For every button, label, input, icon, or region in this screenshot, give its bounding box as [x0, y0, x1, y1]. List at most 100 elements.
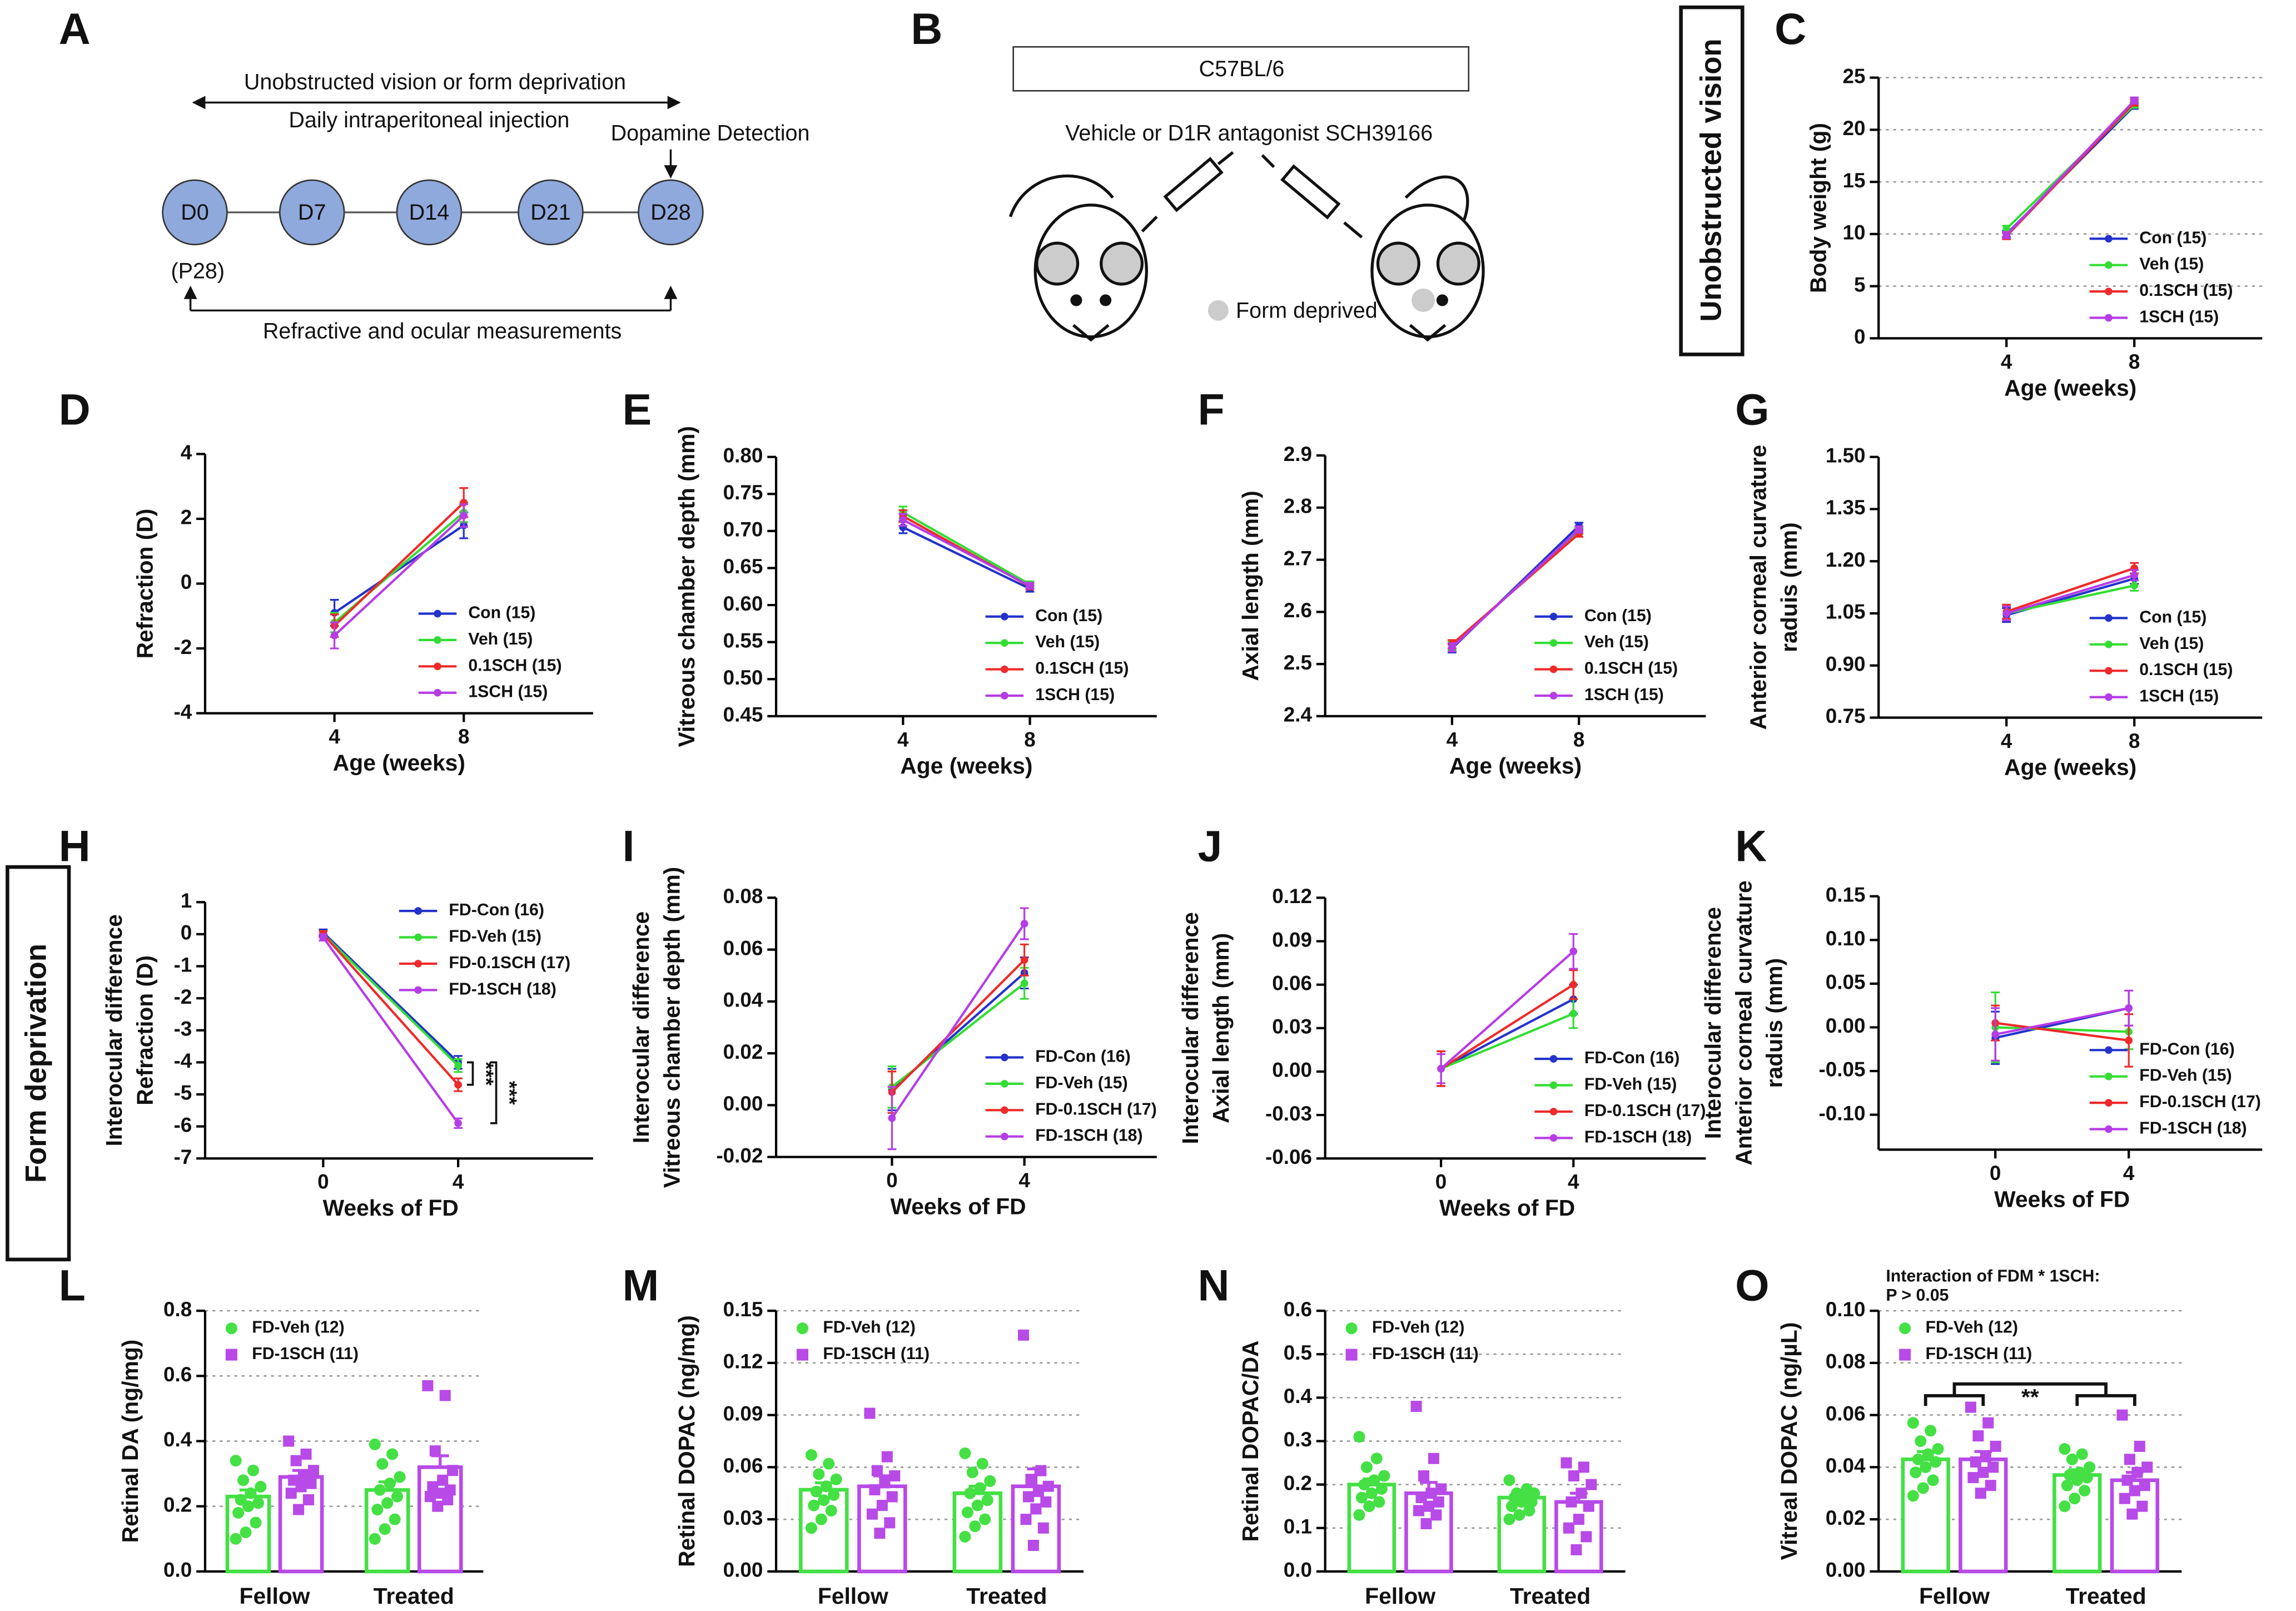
point [2141, 1461, 2153, 1473]
y-tick-label: 0.0 [163, 1559, 192, 1582]
series-line [322, 936, 459, 1124]
point [379, 1523, 391, 1535]
point [2126, 1508, 2138, 1520]
legend-text: FD-Con (16) [2139, 1040, 2235, 1058]
point [2125, 1004, 2133, 1012]
point [961, 1506, 973, 1519]
point [1368, 1474, 1380, 1486]
series-line [2006, 584, 2135, 615]
point [1430, 1509, 1442, 1521]
point [1907, 1417, 1919, 1429]
point [454, 1080, 462, 1089]
point [1373, 1496, 1385, 1508]
point [886, 1491, 898, 1503]
legend-marker [1549, 639, 1558, 647]
y-tick-label: -4 [173, 1049, 192, 1072]
y-tick-label: 2.6 [1284, 599, 1312, 622]
y-tick-label: 0.06 [723, 936, 763, 959]
point [290, 1455, 302, 1466]
legend-text: Veh (15) [2139, 635, 2204, 653]
point [247, 1464, 259, 1476]
point [1586, 1479, 1597, 1490]
panel-letter: N [1198, 1260, 1230, 1310]
point [1428, 1453, 1439, 1464]
series-line [902, 519, 1031, 587]
point [432, 1500, 444, 1512]
syringe-right [1261, 154, 1363, 239]
series-line [2006, 567, 2135, 613]
point [1977, 1466, 1989, 1478]
point [391, 1490, 404, 1503]
y-tick-label: 0.15 [1826, 884, 1866, 906]
mouse-left [1008, 174, 1148, 342]
point [371, 1504, 384, 1516]
note: Interaction of FDM * 1SCH: [1886, 1267, 2100, 1286]
y-tick-label: 2 [181, 506, 192, 529]
x-axis-label: Age (weeks) [2004, 375, 2136, 400]
legend-text: FD-1SCH (11) [1372, 1345, 1479, 1363]
strain: C57BL/6 [1199, 57, 1285, 81]
y-tick-label: 0.60 [723, 592, 763, 615]
legend-marker [2105, 640, 2113, 648]
point [319, 933, 327, 941]
y-tick-label: 2.5 [1284, 651, 1312, 674]
point [424, 1491, 436, 1503]
legend-text: FD-1SCH (18) [1584, 1128, 1692, 1146]
y-tick-label: 10 [1842, 221, 1865, 244]
point [1930, 1456, 1942, 1468]
y-tick-label: 0.06 [1826, 1402, 1866, 1425]
note: P > 0.05 [1886, 1286, 1949, 1305]
significance: *** [475, 1062, 498, 1086]
point [1513, 1509, 1525, 1521]
y-tick-label: 1.05 [1826, 601, 1866, 623]
x-tick-label: 0 [1435, 1171, 1447, 1193]
panel-letter: E [623, 385, 652, 434]
timeline-label: Unobstructed vision or form deprivation [244, 70, 626, 95]
point [1410, 1400, 1422, 1412]
point [1420, 1518, 1432, 1529]
legend-marker [796, 1349, 808, 1361]
point [805, 1449, 817, 1461]
legend-marker [1899, 1349, 1911, 1361]
panel-letter: L [59, 1260, 86, 1310]
legend-text: FD-0.1SCH (17) [449, 954, 570, 972]
panel-letter: O [1735, 1260, 1769, 1310]
point [252, 1497, 264, 1509]
point [815, 1513, 827, 1525]
point [959, 1530, 971, 1543]
point [386, 1448, 399, 1460]
y-tick-label: -0.06 [1265, 1146, 1312, 1168]
y-tick-label: 0.05 [1826, 971, 1866, 994]
point [888, 1114, 896, 1122]
point [1581, 1531, 1592, 1543]
legend-marker [1001, 1106, 1008, 1114]
y-tick-label: 0.02 [723, 1040, 763, 1063]
y-tick-label: 0.04 [723, 989, 763, 1012]
y-tick-label: 1 [181, 889, 192, 912]
point [2069, 1493, 2081, 1505]
y-tick-label: 0.00 [1272, 1059, 1312, 1082]
legend-text: FD-Veh (15) [1584, 1075, 1677, 1094]
point [1975, 1488, 1986, 1499]
series-line [1440, 983, 1574, 1070]
point [1917, 1482, 1929, 1494]
x-tick-label: 0 [317, 1171, 329, 1193]
y-tick-label: 0.06 [723, 1454, 763, 1477]
point [330, 631, 339, 640]
legend-text: FD-Veh (12) [252, 1318, 345, 1337]
point [1566, 1496, 1577, 1508]
y-tick-label: 0.09 [723, 1402, 763, 1425]
legend-text: 0.1SCH (15) [468, 656, 561, 675]
legend-text: FD-1SCH (18) [449, 980, 556, 998]
y-tick-label: 0.04 [1826, 1454, 1866, 1477]
panel-letter: H [59, 821, 91, 870]
y-tick-label: 0.2 [1284, 1471, 1312, 1494]
node [162, 179, 228, 246]
point [1576, 1488, 1587, 1499]
point [889, 1470, 901, 1482]
legend-text: 0.1SCH (15) [2139, 661, 2233, 679]
legend-marker [1001, 1053, 1008, 1062]
significance: *** [498, 1081, 521, 1106]
x-tick-label: 4 [897, 728, 909, 751]
